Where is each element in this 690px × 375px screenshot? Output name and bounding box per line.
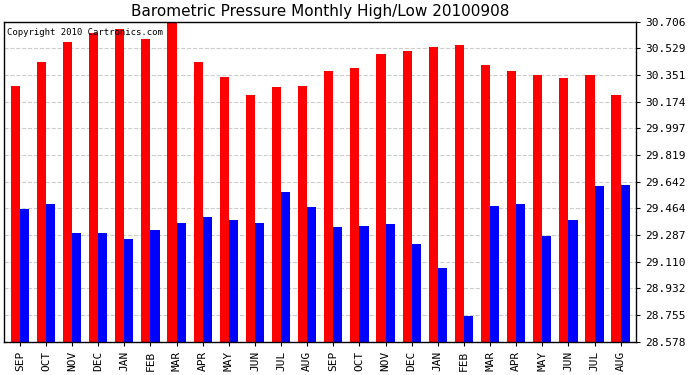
Bar [150,230,159,342]
Bar [324,71,333,342]
Text: Copyright 2010 Cartronics.com: Copyright 2010 Cartronics.com [8,28,164,37]
Bar [359,225,368,342]
Bar [272,87,281,342]
Bar [490,206,499,342]
Bar [437,268,447,342]
Bar [402,51,412,342]
Bar [281,192,290,342]
Bar [115,28,124,342]
Bar [611,95,620,342]
Bar [464,316,473,342]
Bar [516,204,525,342]
Bar [255,222,264,342]
Bar [298,86,307,342]
Bar [194,62,203,342]
Bar [98,233,108,342]
Bar [455,45,464,342]
Bar [507,71,516,342]
Bar [386,224,395,342]
Bar [203,216,212,342]
Bar [560,78,569,342]
Bar [229,219,238,342]
Bar [20,209,29,342]
Bar [428,46,437,342]
Bar [533,75,542,342]
Bar [11,86,20,342]
Bar [595,186,604,342]
Bar [542,236,551,342]
Bar [177,222,186,342]
Bar [124,239,133,342]
Title: Barometric Pressure Monthly High/Low 20100908: Barometric Pressure Monthly High/Low 201… [131,4,509,19]
Bar [569,219,578,342]
Bar [141,39,150,342]
Bar [168,18,177,342]
Bar [46,204,55,342]
Bar [333,227,342,342]
Bar [307,207,316,342]
Bar [63,42,72,342]
Bar [72,233,81,342]
Bar [585,75,595,342]
Bar [377,54,386,342]
Bar [351,68,359,342]
Bar [620,185,630,342]
Bar [481,65,490,342]
Bar [412,243,421,342]
Bar [89,33,98,342]
Bar [246,95,255,342]
Bar [219,77,229,342]
Bar [37,62,46,342]
